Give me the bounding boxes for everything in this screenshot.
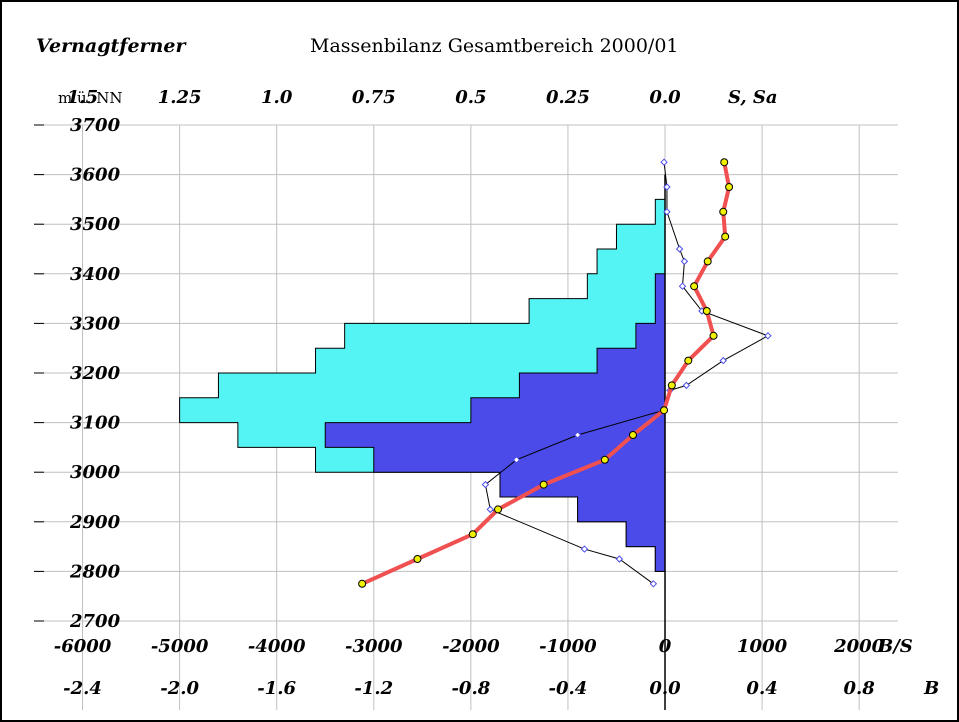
- specific-balance-marker: [628, 431, 637, 439]
- bottom-tick-label: -5000: [151, 636, 209, 657]
- specific-balance-marker: [684, 356, 693, 365]
- bottom-tick-label: -3000: [345, 636, 403, 657]
- specific-balance-marker: [494, 505, 503, 514]
- area-part-step: [324, 273, 666, 597]
- specific-balance-marker: [702, 307, 711, 315]
- y-tick-label: 3600: [70, 165, 121, 186]
- top-tick-label: 0.75: [352, 87, 396, 108]
- balance-per-band-marker: [580, 545, 589, 553]
- specific-balance-marker: [690, 282, 699, 291]
- bottom-tick-label: 1000: [737, 636, 788, 657]
- bottom-tick-label: -6000: [54, 636, 112, 657]
- bottom2-tick-label: -2.0: [160, 678, 199, 699]
- bottom-tick-label: -1000: [539, 636, 597, 657]
- axis-labels: 3700 3600 3500 3400 3300 3200 3100 3000 2900 2800…: [54, 87, 885, 699]
- y-tick-label: 3400: [70, 264, 121, 285]
- bottom-axis-label-b: B: [923, 678, 939, 699]
- top-tick-label: 0.0: [649, 87, 681, 108]
- top-axis-label: S, Sa: [728, 87, 778, 108]
- balance-per-band-marker: [719, 356, 727, 365]
- bottom2-tick-label: -1.2: [354, 678, 393, 699]
- top-tick-label: 0.5: [455, 87, 486, 108]
- y-tick-label: 3200: [70, 363, 121, 384]
- chart-title: Massenbilanz Gesamtbereich 2000/01: [310, 35, 679, 57]
- specific-balance-marker: [725, 183, 734, 191]
- balance-per-band-marker: [680, 257, 689, 266]
- specific-balance-marker: [539, 480, 548, 489]
- specific-balance-marker: [721, 232, 730, 241]
- y-tick-label: 3100: [70, 413, 121, 434]
- bottom2-tick-label: 0.4: [746, 678, 777, 699]
- balance-per-band-marker: [682, 381, 691, 390]
- balance-per-band-marker: [481, 480, 490, 489]
- bottom2-tick-label: -2.4: [63, 678, 102, 699]
- specific-balance-marker: [720, 158, 729, 167]
- balance-per-band-marker: [649, 580, 658, 588]
- top-tick-label: 1.25: [158, 87, 202, 108]
- balance-per-band-marker: [764, 332, 772, 340]
- bottom2-tick-label: 0.8: [844, 678, 876, 699]
- balance-per-band-marker: [663, 208, 671, 216]
- y-tick-label: 3300: [70, 313, 121, 334]
- balance-lines: [358, 158, 772, 588]
- balance-per-band-marker: [675, 245, 684, 253]
- balance-per-band-marker: [573, 431, 582, 439]
- specific-balance-marker: [703, 257, 712, 266]
- balance-per-band-marker: [663, 183, 671, 191]
- specific-balance-marker: [719, 207, 728, 216]
- bottom2-tick-label: -1.6: [257, 678, 296, 699]
- top-tick-label: 1.5: [67, 87, 98, 108]
- glacier-name: Vernagtferner: [36, 35, 187, 57]
- bottom-tick-label: 2000: [833, 636, 885, 657]
- balance-per-band-marker: [486, 505, 494, 514]
- bottom-tick-label: -2000: [442, 636, 500, 657]
- bottom-tick-label: 0: [659, 636, 672, 657]
- balance-per-band-marker: [512, 456, 521, 464]
- area-distribution: [179, 174, 666, 597]
- specific-balance-marker: [667, 381, 676, 390]
- specific-balance-marker: [413, 555, 422, 563]
- y-axis-label: m ü. NN: [58, 89, 122, 107]
- specific-balance-marker: [660, 406, 669, 415]
- specific-balance-marker: [358, 579, 367, 588]
- bottom-tick-label: -4000: [248, 636, 306, 657]
- bottom2-tick-label: -0.8: [451, 678, 490, 699]
- top-tick-label: 0.25: [546, 87, 590, 108]
- bottom-axis-label-bs: B/S: [877, 636, 913, 657]
- specific-balance-marker: [600, 455, 609, 464]
- specific-balance-line: [361, 161, 732, 586]
- specific-balance-marker: [468, 530, 477, 539]
- y-tick-label: 2900: [69, 512, 121, 533]
- bottom2-tick-label: 0.0: [649, 678, 681, 699]
- specific-balance-marker: [709, 331, 718, 340]
- balance-per-band-marker: [615, 555, 624, 563]
- bottom2-tick-label: -0.4: [549, 678, 588, 699]
- y-tick-label: 2700: [69, 611, 121, 632]
- y-tick-label: 3500: [70, 214, 121, 235]
- top-tick-label: 1.0: [261, 87, 293, 108]
- balance-per-band-marker: [678, 282, 687, 290]
- y-tick-label: 3700: [70, 115, 121, 136]
- y-tick-label: 3000: [70, 462, 121, 483]
- y-tick-label: 2800: [69, 561, 121, 582]
- balance-per-band-marker: [660, 158, 668, 166]
